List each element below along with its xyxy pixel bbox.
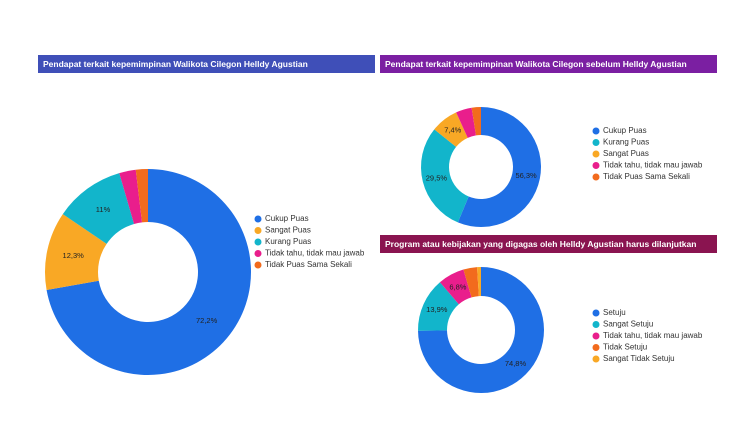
- donut-slice: [45, 214, 107, 291]
- donut-slice: [471, 107, 481, 136]
- chart-title: Program atau kebijakan yang digagas oleh…: [385, 239, 696, 249]
- legend-label: Kurang Puas: [265, 237, 311, 246]
- header-bar: [38, 55, 375, 73]
- legend-swatch: [592, 162, 600, 169]
- legend-label: Sangat Puas: [265, 226, 311, 235]
- legend-label: Setuju: [603, 308, 626, 317]
- slice-label: 72,2%: [196, 316, 218, 325]
- slice-label: 6,8%: [449, 282, 466, 291]
- legend-label: Sangat Puas: [603, 149, 649, 158]
- legend-label: Tidak Setuju: [603, 343, 647, 352]
- donut-slice: [420, 129, 469, 223]
- legend-swatch: [592, 150, 600, 158]
- slice-label: 12,3%: [63, 251, 85, 260]
- donut-slice: [463, 267, 479, 298]
- legend-label: Tidak Puas Sama Sekali: [265, 260, 352, 269]
- donut-slice: [62, 173, 135, 244]
- legend-swatch: [592, 173, 600, 181]
- legend-swatch: [592, 139, 600, 146]
- donut-slice: [434, 112, 468, 147]
- donut-slice: [418, 282, 459, 331]
- legend-label: Tidak tahu, tidak mau jawab: [603, 161, 703, 170]
- donut-slice: [439, 269, 472, 305]
- legend-swatch: [254, 250, 262, 257]
- legend-label: Tidak Puas Sama Sekali: [603, 172, 690, 181]
- legend-label: Sangat Setuju: [603, 320, 653, 329]
- legend-swatch: [254, 261, 262, 269]
- legend-swatch: [254, 215, 262, 223]
- header-bar: [380, 235, 717, 253]
- slice-label: 7,4%: [444, 126, 461, 135]
- legend-swatch: [592, 344, 600, 351]
- donut-slice: [418, 267, 544, 393]
- chart-title: Pendapat terkait kepemimpinan Walikota C…: [43, 59, 308, 69]
- slice-label: 11%: [96, 205, 111, 214]
- legend-swatch: [592, 321, 600, 328]
- legend-swatch: [592, 127, 600, 135]
- donut-slice: [119, 169, 143, 224]
- legend-label: Tidak tahu, tidak mau jawab: [603, 331, 703, 340]
- slice-label: 29,5%: [426, 173, 448, 182]
- legend-swatch: [592, 309, 600, 317]
- donut-slice: [46, 169, 251, 375]
- donut-slice: [135, 169, 148, 223]
- donut: 74,8% 13,9% 6,8%: [418, 267, 544, 393]
- donut-slice: [457, 107, 542, 228]
- slice-label: 56,3%: [515, 171, 537, 180]
- donut-slice: [477, 267, 481, 297]
- legend-swatch: [254, 227, 262, 234]
- legend-label: Cukup Puas: [265, 214, 309, 223]
- slice-label: 74,8%: [505, 359, 527, 368]
- slice-label: 13,9%: [426, 305, 448, 314]
- legend-swatch: [592, 332, 600, 340]
- legend-label: Tidak tahu, tidak mau jawab: [265, 249, 365, 258]
- legend-label: Sangat Tidak Setuju: [603, 354, 675, 363]
- donut: 56,3% 29,5% 7,4%: [420, 107, 542, 228]
- donut: 72,2% 12,3% 11%: [45, 169, 251, 375]
- legend-swatch: [254, 238, 262, 246]
- chart-title: Pendapat terkait kepemimpinan Walikota C…: [385, 59, 687, 69]
- legend-label: Cukup Puas: [603, 126, 647, 135]
- header-bar: [380, 55, 717, 73]
- donut-slice: [456, 107, 476, 138]
- legend-label: Kurang Puas: [603, 138, 649, 147]
- legend-swatch: [592, 355, 600, 363]
